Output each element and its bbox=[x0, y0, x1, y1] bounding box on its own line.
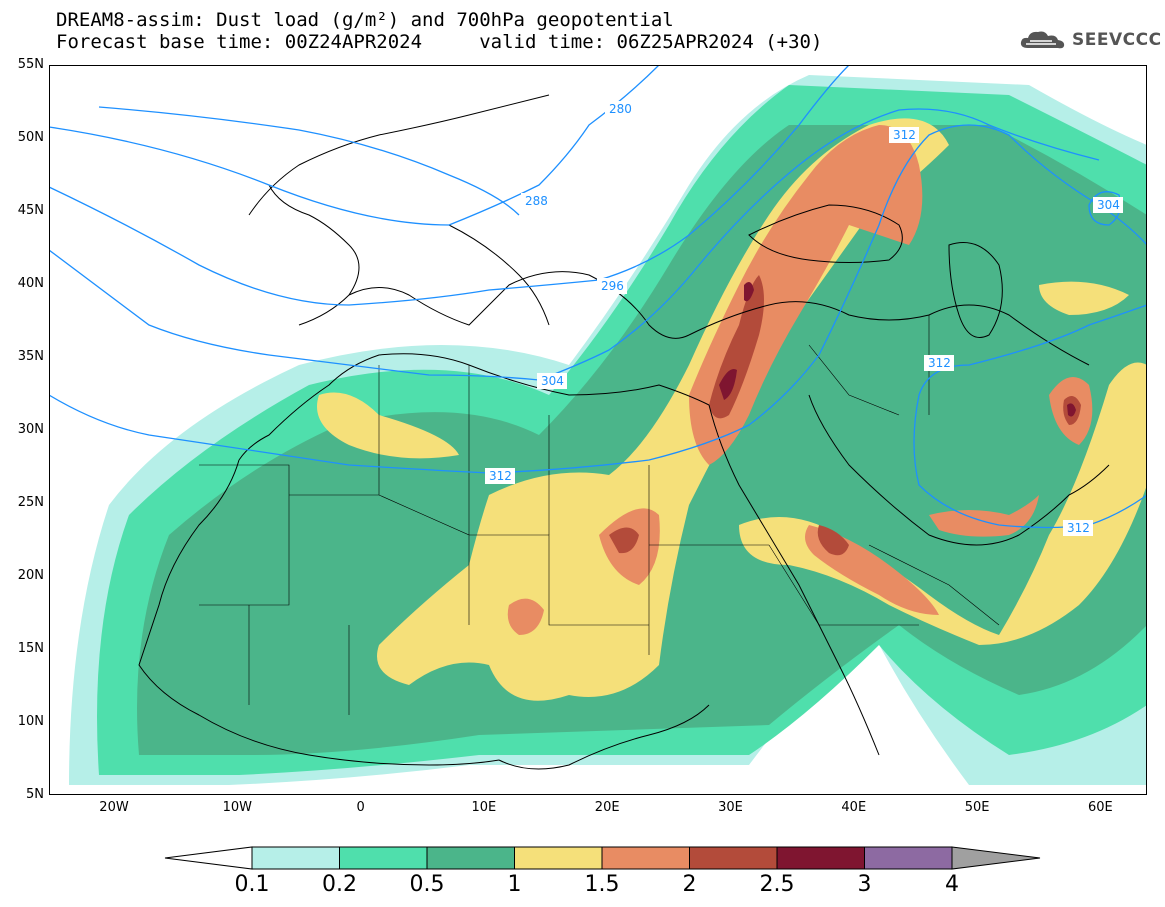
contour-label: 304 bbox=[1097, 198, 1120, 212]
colorbar-cell bbox=[426, 846, 515, 870]
dust-level-1.5 bbox=[507, 598, 544, 635]
latitude-label: 35N bbox=[17, 349, 44, 364]
dust-level-2 bbox=[609, 527, 639, 554]
contour-label: 312 bbox=[928, 356, 951, 370]
longitude-label: 60E bbox=[1088, 800, 1113, 815]
colorbar-tick-label: 2 bbox=[682, 872, 697, 897]
latitude-label: 15N bbox=[17, 641, 44, 656]
logo-text: SEEVCCC bbox=[1072, 30, 1162, 50]
contour-label: 312 bbox=[893, 128, 916, 142]
latitude-label: 45N bbox=[17, 203, 44, 218]
contour-labels: 280 288 296 304 312 312 312 312 304 bbox=[485, 101, 1123, 536]
contour-label: 288 bbox=[525, 194, 548, 208]
longitude-label: 30E bbox=[718, 800, 743, 815]
dust-shading bbox=[69, 75, 1147, 785]
country-borders bbox=[199, 315, 1000, 715]
latitude-label: 50N bbox=[17, 130, 44, 145]
dust-level-2 bbox=[817, 525, 849, 556]
colorbar-cells bbox=[251, 846, 953, 870]
colorbar-tick-label: 1.5 bbox=[584, 872, 620, 897]
cloud-icon bbox=[1020, 31, 1065, 49]
contour-label: 280 bbox=[609, 102, 632, 116]
colorbar-cell bbox=[514, 846, 603, 870]
contour-label: 304 bbox=[541, 374, 564, 388]
colorbar bbox=[164, 846, 1041, 870]
dust-level-1.5 bbox=[689, 125, 923, 465]
colorbar-tick-label: 4 bbox=[945, 872, 959, 897]
colorbar-under-arrow bbox=[164, 846, 253, 870]
colorbar-cell bbox=[601, 846, 690, 870]
colorbar-tick-label: 1 bbox=[507, 872, 522, 897]
colorbar-cell bbox=[864, 846, 953, 870]
dust-level-2.5 bbox=[719, 369, 737, 400]
dust-level-2.5 bbox=[1067, 403, 1076, 417]
latitude-label: 30N bbox=[17, 422, 44, 437]
longitude-label: 20W bbox=[99, 800, 129, 815]
latitude-label: 55N bbox=[17, 57, 44, 72]
colorbar-tick-label: 3 bbox=[857, 872, 872, 897]
latitude-label: 5N bbox=[26, 787, 44, 802]
colorbar-cell bbox=[339, 846, 428, 870]
dust-map: 280 288 296 304 312 312 312 312 304 bbox=[49, 65, 1147, 795]
contour-label: 296 bbox=[601, 279, 624, 293]
latitude-label: 20N bbox=[17, 568, 44, 583]
latitude-label: 10N bbox=[17, 714, 44, 729]
latitude-label: 40N bbox=[17, 276, 44, 291]
map-border bbox=[49, 65, 1147, 795]
contour-label: 312 bbox=[489, 469, 512, 483]
seevccc-logo: SEEVCCC bbox=[1018, 28, 1162, 52]
dust-level-2.5 bbox=[744, 281, 754, 302]
latitude-label: 25N bbox=[17, 495, 44, 510]
colorbar-tick-label: 0.5 bbox=[409, 872, 445, 897]
longitude-label: 10W bbox=[222, 800, 252, 815]
contour-label: 312 bbox=[1067, 521, 1090, 535]
colorbar-tick-label: 0.1 bbox=[234, 872, 270, 897]
colorbar-tick-label: 0.2 bbox=[322, 872, 357, 897]
longitude-label: 0 bbox=[356, 800, 365, 815]
longitude-label: 40E bbox=[841, 800, 867, 815]
dust-level-1 bbox=[317, 392, 459, 459]
longitude-label: 50E bbox=[964, 800, 990, 815]
colorbar-over-arrow bbox=[951, 846, 1041, 870]
map-title: DREAM8-assim: Dust load (g/m²) and 700hP… bbox=[56, 9, 674, 31]
colorbar-cell bbox=[689, 846, 778, 870]
longitude-label: 10E bbox=[471, 800, 497, 815]
dust-level-1 bbox=[1039, 281, 1129, 315]
longitude-label: 20E bbox=[594, 800, 620, 815]
dust-level-1 bbox=[739, 362, 1147, 645]
colorbar-cell bbox=[251, 846, 340, 870]
coastlines bbox=[138, 94, 1110, 770]
colorbar-cell bbox=[776, 846, 865, 870]
colorbar-tick-label: 2.5 bbox=[759, 872, 795, 897]
map-subtitle-times: Forecast base time: 00Z24APR2024 valid t… bbox=[56, 31, 823, 53]
